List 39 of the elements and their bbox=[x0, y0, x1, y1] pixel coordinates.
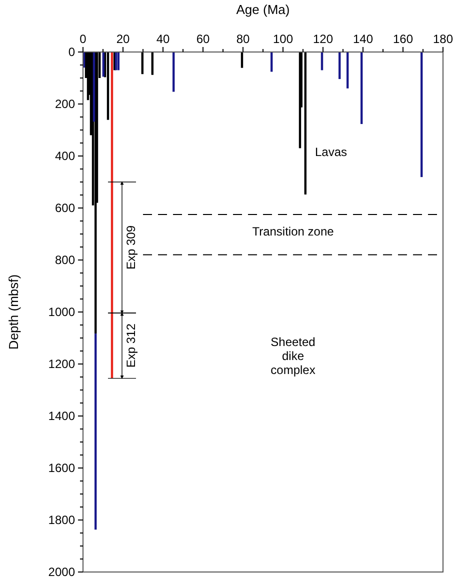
bar bbox=[106, 52, 110, 120]
y-tick-label: 200 bbox=[54, 97, 76, 111]
y-tick-label: 2000 bbox=[48, 565, 76, 579]
x-tick-label: 180 bbox=[432, 32, 454, 46]
annotation: Exp 312 bbox=[124, 323, 138, 368]
bar bbox=[110, 52, 114, 378]
y-tick-label: 1400 bbox=[48, 409, 76, 423]
bar bbox=[304, 52, 306, 194]
bar bbox=[94, 334, 97, 530]
y-tick-label: 400 bbox=[54, 149, 76, 163]
annotation: Sheeted dike complex bbox=[270, 334, 316, 377]
x-tick-label: 40 bbox=[156, 32, 170, 46]
y-tick-label: 600 bbox=[54, 201, 76, 215]
annotation: Transition zone bbox=[252, 224, 334, 239]
bar bbox=[346, 52, 349, 88]
bar bbox=[270, 52, 273, 72]
x-tick-label: 20 bbox=[116, 32, 130, 46]
y-tick-label: 1000 bbox=[48, 305, 76, 319]
y-tick-label: 1800 bbox=[48, 513, 76, 527]
x-tick-label: 140 bbox=[352, 32, 374, 46]
x-tick-label: 160 bbox=[392, 32, 414, 46]
x-tick-label: 0 bbox=[80, 32, 87, 46]
y-tick-label: 0 bbox=[68, 45, 76, 59]
x-tick-label: 100 bbox=[272, 32, 294, 46]
bar bbox=[360, 52, 363, 124]
bar bbox=[92, 52, 96, 122]
x-tick-label: 80 bbox=[236, 32, 250, 46]
annotation: Lavas bbox=[314, 145, 348, 159]
x-axis-title: Age (Ma) bbox=[236, 2, 290, 17]
y-tick-label: 1600 bbox=[48, 461, 76, 475]
bar bbox=[172, 52, 175, 92]
bar bbox=[151, 52, 154, 75]
x-tick-label: 120 bbox=[312, 32, 334, 46]
y-tick-label: 800 bbox=[54, 253, 76, 267]
annotation: Exp 309 bbox=[124, 225, 138, 270]
y-tick-label: 1200 bbox=[48, 357, 76, 371]
y-axis-title: Depth (mbsf) bbox=[6, 274, 21, 350]
x-tick-label: 60 bbox=[196, 32, 210, 46]
bar bbox=[420, 52, 423, 178]
